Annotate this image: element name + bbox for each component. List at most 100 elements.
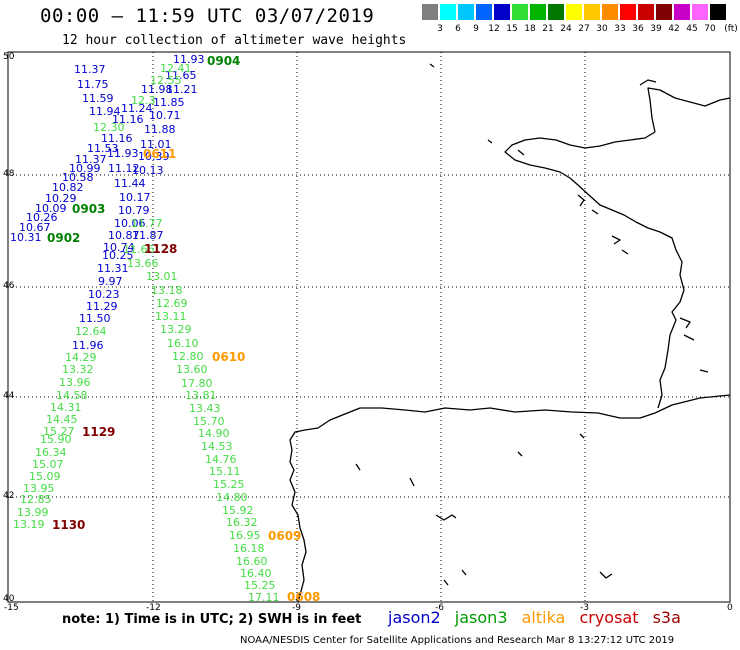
wave-height-label: 12.55	[150, 74, 182, 87]
scale-label: 42	[668, 24, 680, 34]
scale-label: 70	[704, 24, 716, 34]
wave-height-label: 10.25	[102, 249, 134, 262]
wave-height-label: 12.3	[131, 94, 156, 107]
wave-height-label: 15.07	[32, 458, 64, 471]
scale-label: 21	[542, 24, 554, 34]
wave-height-label: 11.94	[89, 105, 121, 118]
wave-height-label: 14.58	[56, 389, 88, 402]
swatch	[566, 4, 582, 20]
wave-height-label: 11.24	[121, 102, 153, 115]
swatch	[602, 4, 618, 20]
wave-height-label: 11.65	[165, 69, 197, 82]
wave-height-label: 15.27	[43, 425, 75, 438]
wave-height-label: 11.96	[72, 339, 104, 352]
wave-height-label: 13.29	[160, 323, 192, 336]
wave-height-label: 10.82	[52, 181, 84, 194]
swatch	[674, 4, 690, 20]
wave-height-label: 12.41	[160, 62, 192, 75]
wave-height-label: 13.19	[13, 518, 45, 531]
lon-tick: -3	[580, 603, 589, 613]
wave-height-label: 11.93	[107, 147, 139, 160]
pass-time-label: 0608	[287, 590, 321, 604]
wave-height-label: 10.87	[108, 229, 140, 242]
wave-height-label: 11.01	[140, 138, 172, 151]
swatch	[440, 4, 456, 20]
wave-height-label: 17.11	[248, 591, 280, 604]
map-title: 00:00 – 11:59 UTC 03/07/2019	[40, 5, 375, 27]
wave-height-label: 11.75	[77, 78, 109, 91]
pass-time-label: 0611	[143, 147, 177, 161]
wave-height-label: 16.10	[167, 337, 199, 350]
wave-height-label: 12.30	[93, 121, 125, 134]
wave-height-label: 10.67	[19, 221, 51, 234]
wave-height-label: 11.12	[108, 162, 140, 175]
wave-height-label: 13.99	[17, 506, 49, 519]
wave-height-label: 12.85	[20, 493, 52, 506]
scale-label: 30	[596, 24, 608, 34]
scale-label: 15	[506, 24, 518, 34]
wave-height-label: 10.99	[69, 162, 101, 175]
wave-height-label: 10.06	[114, 217, 146, 230]
wave-height-label: 10.31	[10, 231, 42, 244]
wave-height-label: 13.66	[127, 257, 159, 270]
wave-height-label: 11.37	[75, 153, 107, 166]
pass-time-label: 0904	[207, 54, 241, 68]
swatch	[710, 4, 726, 20]
wave-height-label: 15.70	[193, 415, 225, 428]
wave-height-label: 16.95	[229, 529, 261, 542]
wave-height-label: 10.17	[119, 191, 151, 204]
pass-time-label: 0903	[72, 202, 106, 216]
scale-label: 27	[578, 24, 590, 34]
wave-height-label: 11.53	[87, 142, 119, 155]
lat-tick: 42	[3, 491, 15, 501]
swatch	[620, 4, 636, 20]
swatch	[530, 4, 546, 20]
swatch	[512, 4, 528, 20]
swatch	[584, 4, 600, 20]
scale-label: 3	[437, 24, 443, 34]
wave-height-label: 15.25	[213, 478, 245, 491]
lat-tick: 50	[3, 52, 15, 62]
legend-jason3: jason3	[454, 608, 508, 627]
wave-height-label: 13.81	[185, 389, 217, 402]
pass-time-label: 1129	[82, 425, 116, 439]
wave-height-label: 11.77	[131, 217, 163, 230]
wave-height-label: 11.29	[86, 300, 118, 313]
swatch	[458, 4, 474, 20]
wave-height-label: 14.45	[46, 413, 78, 426]
pass-time-label: 0610	[212, 350, 246, 364]
wave-height-label: 14.31	[50, 401, 82, 414]
scale-label: 45	[686, 24, 698, 34]
wave-height-label: 14.29	[65, 351, 97, 364]
grid-lines	[8, 52, 730, 602]
wave-height-label: 13.01	[146, 270, 178, 283]
wave-height-label: 13.43	[189, 402, 221, 415]
pass-time-label: 0609	[268, 529, 302, 543]
swatch	[638, 4, 654, 20]
lat-tick: 44	[3, 391, 15, 401]
wave-height-label: 11.87	[132, 229, 164, 242]
pass-time-label: 1128	[144, 242, 178, 256]
wave-height-label: 10.74	[103, 241, 135, 254]
wave-height-label: 13.11	[155, 310, 187, 323]
wave-height-label: 10.29	[45, 192, 77, 205]
credit-line: NOAA/NESDIS Center for Satellite Applica…	[240, 635, 675, 646]
swatch	[476, 4, 492, 20]
wave-height-label: 12.80	[172, 350, 204, 363]
lat-tick: 40	[3, 594, 15, 604]
wave-height-label: 14.90	[198, 427, 230, 440]
wave-height-label: 11.85	[153, 96, 185, 109]
scale-label: 24	[560, 24, 572, 34]
pass-time-label: 1130	[52, 518, 86, 532]
wave-height-label: 9.97	[98, 275, 123, 288]
wave-height-label: 15.09	[29, 470, 61, 483]
legend-jason2: jason2	[388, 608, 441, 627]
swatch	[656, 4, 672, 20]
wave-height-label: 13.32	[62, 363, 94, 376]
wave-height-label: 11.21	[166, 83, 198, 96]
wave-height-label: 11.93	[173, 53, 205, 66]
wave-height-label: 11.44	[114, 177, 146, 190]
wave-height-label: 14.53	[201, 440, 233, 453]
wave-height-label: 10.58	[62, 171, 94, 184]
map-subtitle: 12 hour collection of altimeter wave hei…	[62, 33, 407, 48]
